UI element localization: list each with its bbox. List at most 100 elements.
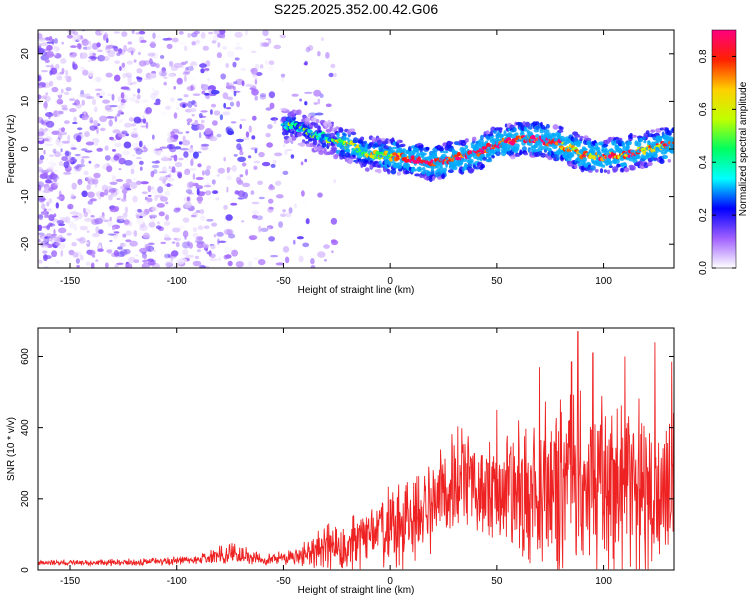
spectrogram-noise-cell [81, 114, 85, 121]
spectrogram-noise-cell [87, 191, 95, 198]
spectrogram-noise-cell [127, 62, 133, 65]
spectrogram-noise-cell [56, 98, 64, 105]
spectrogram-noise-cell [112, 234, 118, 239]
spectrogram-ridge-cell [671, 126, 674, 132]
spectrogram-ridge-core [607, 154, 613, 159]
spectrogram-ridge-cell [327, 143, 331, 147]
spectrogram-ridge-cell [482, 156, 488, 161]
spectrogram-noise-cell [218, 240, 227, 243]
spectrogram-noise-cell [161, 155, 170, 158]
spectrogram-noise-cell [127, 97, 135, 102]
spectrogram-ridge-cell [313, 122, 319, 129]
spectrogram-noise-cell [241, 162, 247, 167]
spectrogram-ridge-cell [574, 164, 578, 169]
spectrogram-noise-cell [176, 77, 183, 85]
spectrogram-noise-cell [135, 32, 141, 35]
spectrogram-noise-cell [125, 72, 133, 78]
spectrogram-noise-cell [61, 67, 65, 74]
spectrogram-noise-cell [166, 183, 171, 188]
spectrogram-ridge-core [288, 125, 294, 130]
spectrogram-noise-cell [206, 218, 214, 222]
y-tick-label: 200 [20, 490, 31, 507]
spectrogram-noise-cell [85, 261, 91, 266]
spectrogram-noise-cell [88, 160, 92, 164]
spectrogram-noise-cell [254, 67, 258, 75]
spectrogram-noise-cell [129, 240, 138, 247]
spectrogram-noise-cell [116, 197, 121, 200]
spectrogram-noise-cell [113, 206, 120, 212]
spectrogram-noise-cell [178, 41, 187, 45]
spectrogram-noise-cell [113, 231, 120, 234]
spectrogram-noise-cell [48, 35, 53, 42]
spectrogram-noise-cell [184, 171, 190, 175]
spectrogram-ridge-cell [412, 168, 418, 172]
spectrogram-ridge-core [642, 150, 647, 155]
spectrogram-ridge-cell [414, 173, 421, 177]
spectrogram-noise-cell [38, 224, 43, 231]
spectrogram-noise-cell [144, 109, 152, 115]
spectrogram-noise-cell [56, 141, 64, 148]
spectrogram-noise-cell [42, 250, 48, 254]
spectrogram-noise-cell [117, 251, 125, 257]
spectrogram-noise-cell [193, 64, 197, 70]
spectrogram-ridge-cell [579, 137, 583, 142]
spectrogram-noise-cell [78, 236, 86, 244]
spectrogram-noise-cell [147, 52, 156, 57]
spectrogram-noise-cell [230, 121, 237, 124]
spectrogram-noise-cell [96, 147, 103, 152]
spectrogram-noise-cell [131, 142, 139, 148]
spectrogram-noise-cell [239, 118, 247, 122]
spectrogram-noise-cell [173, 62, 183, 69]
spectrogram-noise-cell [252, 74, 257, 78]
spectrogram-ridge-cell [373, 143, 380, 148]
spectrogram-ridge-cell [299, 142, 306, 148]
spectrogram-noise-cell [213, 234, 217, 238]
spectrogram-ridge-cell [579, 135, 584, 139]
spectrogram-noise-cell [233, 86, 236, 91]
spectrogram-noise-cell [86, 96, 95, 100]
spectrogram-noise-cell [112, 226, 116, 231]
spectrogram-noise-cell [120, 86, 130, 90]
spectrogram-noise-cell [219, 30, 226, 35]
spectrogram-noise-cell [177, 98, 183, 101]
spectrogram-noise-cell [59, 237, 66, 243]
spectrogram-ridge-cell [550, 132, 557, 139]
spectrogram-noise-cell [40, 71, 45, 77]
spectrogram-noise-cell [330, 239, 337, 243]
spectrogram-noise-cell [44, 51, 51, 58]
spectrogram-noise-cell [213, 110, 221, 116]
spectrogram-noise-cell [97, 54, 106, 62]
spectrogram-noise-cell [270, 117, 279, 121]
spectrogram-noise-cell [304, 158, 308, 163]
spectrogram-ridge-cell [420, 144, 424, 149]
spectrogram-noise-cell [39, 155, 45, 160]
spectrogram-noise-cell [235, 176, 242, 183]
spectrogram-noise-cell [173, 134, 179, 140]
spectrogram-noise-cell [151, 164, 160, 169]
spectrogram-noise-cell [81, 99, 85, 106]
spectrogram-noise-cell [279, 34, 287, 39]
spectrogram-noise-cell [274, 152, 283, 157]
spectrogram-noise-cell [288, 207, 293, 214]
spectrogram-noise-cell [259, 94, 267, 100]
spectrogram-noise-cell [131, 133, 139, 138]
spectrogram-noise-cell [135, 213, 140, 218]
spectrogram-noise-cell [196, 196, 204, 202]
spectrogram-noise-cell [281, 76, 285, 82]
spectrogram-noise-cell [47, 235, 54, 242]
spectrogram-noise-cell [65, 87, 72, 92]
spectrogram-x-label: Height of straight line (km) [298, 285, 415, 296]
spectrogram-ridge-cell [489, 130, 493, 137]
spectrogram-noise-cell [273, 44, 282, 50]
spectrogram-ridge-cell [317, 125, 321, 131]
spectrogram-noise-cell [182, 230, 189, 238]
spectrogram-noise-cell [108, 189, 117, 193]
spectrogram-ridge-cell [606, 169, 611, 175]
spectrogram-noise-cell [139, 224, 148, 232]
spectrogram-noise-cell [139, 247, 148, 254]
spectrogram-ridge-cell [377, 168, 382, 174]
spectrogram-noise-cell [111, 174, 116, 182]
spectrogram-noise-cell [178, 225, 185, 229]
spectrogram-ridge-cell [332, 149, 336, 154]
spectrogram-ridge-cell [426, 171, 432, 175]
